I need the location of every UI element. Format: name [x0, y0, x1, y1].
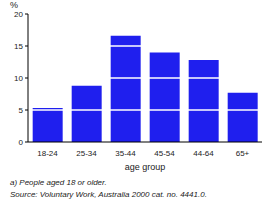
- svg-text:10: 10: [14, 74, 23, 83]
- svg-text:18-24: 18-24: [37, 149, 58, 158]
- svg-text:44-64: 44-64: [193, 149, 214, 158]
- svg-text:65+: 65+: [236, 149, 250, 158]
- svg-text:20: 20: [14, 10, 23, 19]
- svg-text:age group: age group: [125, 162, 166, 172]
- svg-text:15: 15: [14, 42, 23, 51]
- html-text:Source: Voluntary Work, Austra: Source: Voluntary Work, Australia 2000 c…: [10, 190, 207, 199]
- svg-text:5: 5: [19, 106, 24, 115]
- svg-text:25-34: 25-34: [76, 149, 97, 158]
- svg-text:0: 0: [19, 138, 24, 147]
- svg-text:45-54: 45-54: [154, 149, 175, 158]
- html-text:a) People aged 18 or older.: a) People aged 18 or older.: [10, 178, 107, 187]
- svg-text:35-44: 35-44: [115, 149, 136, 158]
